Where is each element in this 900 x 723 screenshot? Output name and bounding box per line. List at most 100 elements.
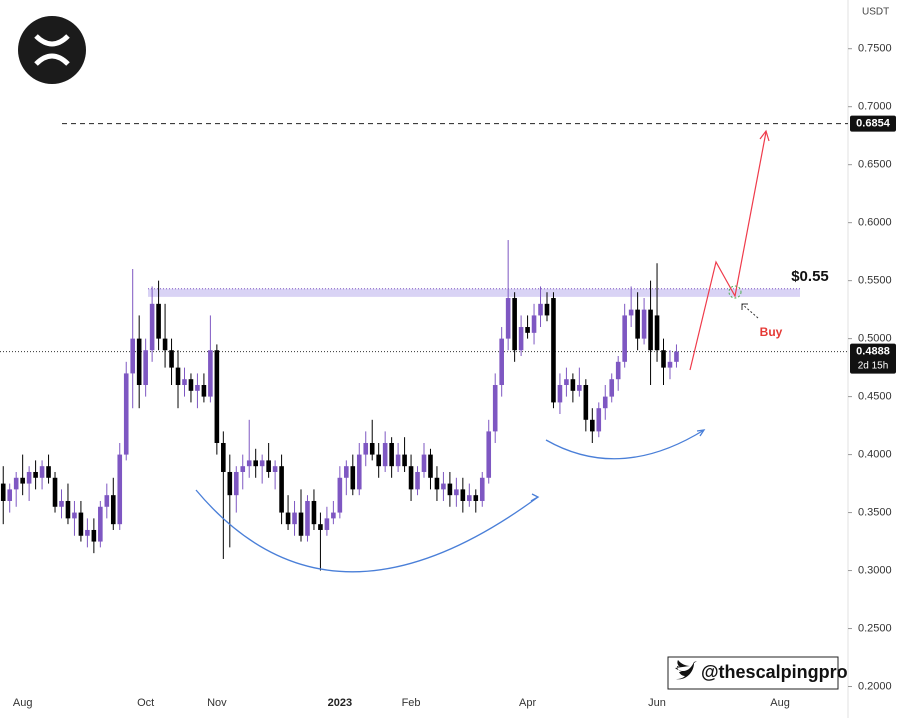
candle-body bbox=[479, 477, 485, 501]
candle-body bbox=[91, 529, 97, 542]
candle-body bbox=[428, 454, 433, 478]
candle-body bbox=[344, 466, 349, 478]
y-tick-label: 0.7000 bbox=[858, 101, 892, 113]
candle-body bbox=[46, 466, 51, 478]
last-price-box bbox=[850, 343, 896, 374]
candle-body bbox=[0, 483, 6, 501]
x-tick-label: Aug bbox=[13, 697, 33, 709]
x-tick-label: Nov bbox=[207, 697, 227, 709]
candle-body bbox=[285, 512, 291, 525]
candle-body bbox=[564, 379, 569, 386]
projection-path bbox=[689, 131, 767, 371]
candle-body bbox=[311, 500, 317, 525]
candle-body bbox=[59, 500, 64, 507]
candle-body bbox=[382, 442, 388, 467]
watermark: @thescalpingpro bbox=[701, 662, 848, 682]
candle-body bbox=[240, 466, 246, 472]
candle-body bbox=[195, 385, 200, 391]
buy-arrow bbox=[741, 303, 759, 319]
candle-body bbox=[512, 298, 517, 351]
candle-body bbox=[227, 471, 233, 496]
candle-body bbox=[259, 460, 265, 467]
candle-body bbox=[421, 454, 427, 472]
candle-body bbox=[635, 309, 640, 339]
watermark-box bbox=[667, 656, 839, 690]
arrow-head bbox=[741, 303, 748, 310]
entry-circle bbox=[728, 285, 742, 299]
handle-arc bbox=[545, 429, 705, 460]
candle-body bbox=[65, 500, 71, 519]
candle-body bbox=[505, 298, 511, 339]
y-tick-label: 0.2500 bbox=[858, 622, 892, 634]
candle-body bbox=[33, 471, 38, 478]
candle-body bbox=[201, 385, 207, 397]
last-price-label: 0.4888 bbox=[856, 346, 890, 358]
buy-annotation: Buy bbox=[760, 325, 783, 339]
candle-body bbox=[499, 338, 504, 386]
candle-body bbox=[628, 309, 634, 316]
candle-body bbox=[590, 419, 595, 432]
candle-body bbox=[460, 489, 466, 501]
logo-mark bbox=[34, 34, 70, 66]
candle-body bbox=[486, 431, 492, 478]
x-tick-label: 2023 bbox=[328, 697, 352, 709]
countdown: 2d 15h bbox=[858, 360, 889, 371]
candle-body bbox=[149, 303, 155, 351]
candle-body bbox=[13, 477, 19, 490]
arrow-head bbox=[530, 493, 540, 502]
candle-body bbox=[130, 338, 136, 374]
resistance-zone bbox=[148, 288, 800, 297]
x-tick-label: Feb bbox=[402, 697, 421, 709]
twitter-icon bbox=[675, 660, 697, 680]
candle-body bbox=[20, 477, 25, 484]
candle-body bbox=[557, 385, 563, 403]
target-label: 0.6854 bbox=[856, 118, 891, 130]
candle-body bbox=[369, 442, 375, 455]
candle-body bbox=[272, 466, 278, 472]
y-tick-label: 0.7500 bbox=[858, 43, 892, 55]
y-unit: USDT bbox=[862, 7, 889, 18]
arrow-head bbox=[759, 129, 770, 142]
candle-body bbox=[188, 379, 194, 391]
candle-body bbox=[544, 303, 550, 316]
y-tick-label: 0.4000 bbox=[858, 448, 892, 460]
candle-body bbox=[350, 466, 356, 490]
y-tick-label: 0.4500 bbox=[858, 391, 892, 403]
candle-body bbox=[7, 489, 13, 501]
candle-body bbox=[208, 350, 213, 397]
candle-body bbox=[441, 483, 446, 490]
x-tick-label: Jun bbox=[648, 697, 666, 709]
x-tick-label: Aug bbox=[770, 697, 790, 709]
y-tick-label: 0.3000 bbox=[858, 564, 892, 576]
candle-body bbox=[641, 309, 647, 339]
candle-body bbox=[298, 512, 304, 536]
candle-body bbox=[538, 303, 543, 316]
candle-body bbox=[331, 512, 336, 519]
arrow-head bbox=[696, 429, 706, 437]
candle-body bbox=[110, 495, 116, 525]
candle-body bbox=[292, 512, 297, 525]
candle-body bbox=[305, 500, 310, 536]
candle-body bbox=[98, 506, 103, 542]
candle-body bbox=[324, 518, 330, 530]
candle-body bbox=[674, 351, 679, 362]
candle-body bbox=[136, 338, 142, 386]
target-label-box bbox=[850, 115, 896, 132]
candle-body bbox=[52, 477, 58, 507]
candle-body bbox=[551, 298, 556, 403]
candle-body bbox=[596, 408, 602, 432]
candle-body bbox=[85, 529, 90, 536]
level-annotation: $0.55 bbox=[791, 268, 829, 285]
candle-body bbox=[602, 396, 608, 409]
candle-body bbox=[104, 495, 110, 507]
y-tick-label: 0.6500 bbox=[858, 159, 892, 171]
candle-body bbox=[570, 379, 576, 391]
candle-body bbox=[654, 315, 660, 351]
candle-body bbox=[454, 489, 459, 496]
candle-body bbox=[531, 315, 537, 333]
candle-body bbox=[214, 350, 220, 443]
candle-body bbox=[395, 454, 401, 467]
candle-body bbox=[415, 471, 420, 490]
